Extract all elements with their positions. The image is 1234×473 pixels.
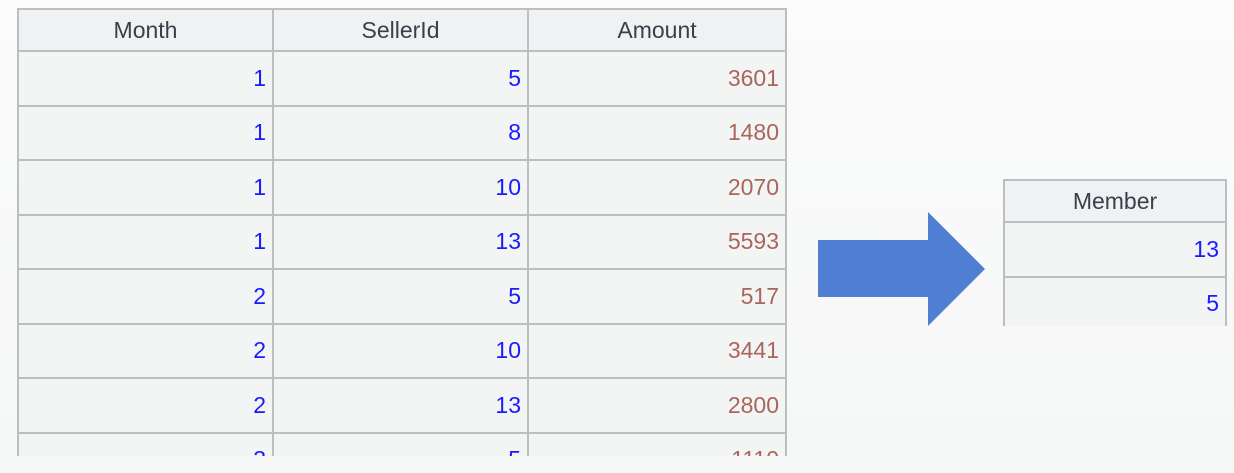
cell-month[interactable]: 2 (17, 377, 274, 434)
cell-sellerid[interactable]: 5 (272, 268, 529, 325)
table-header-row: Month SellerId Amount (17, 8, 787, 52)
cell-sellerid[interactable]: 5 (272, 431, 529, 456)
cell-month[interactable]: 2 (17, 268, 274, 325)
right-arrow-icon (818, 212, 985, 326)
table-row[interactable]: 2 5 517 (17, 268, 787, 325)
cell-sellerid[interactable]: 10 (272, 159, 529, 216)
table-header-row: Member (1003, 179, 1227, 223)
cell-member[interactable]: 13 (1003, 221, 1227, 278)
table-row[interactable]: 2 10 3441 (17, 322, 787, 379)
table-row[interactable]: 1 13 5593 (17, 213, 787, 270)
cell-amount[interactable]: 517 (527, 268, 787, 325)
cell-sellerid[interactable]: 10 (272, 322, 529, 379)
cell-month[interactable]: 3 (17, 431, 274, 456)
cell-month[interactable]: 1 (17, 50, 274, 107)
cell-amount[interactable]: 2800 (527, 377, 787, 434)
column-header-amount[interactable]: Amount (527, 8, 787, 52)
cell-amount[interactable]: 3441 (527, 322, 787, 379)
column-header-sellerid[interactable]: SellerId (272, 8, 529, 52)
cell-sellerid[interactable]: 5 (272, 50, 529, 107)
cell-sellerid[interactable]: 13 (272, 377, 529, 434)
table-row[interactable]: 1 5 3601 (17, 50, 787, 107)
cell-member[interactable]: 5 (1003, 275, 1227, 326)
column-header-month[interactable]: Month (17, 8, 274, 52)
table-row[interactable]: 1 8 1480 (17, 104, 787, 161)
bottom-fade (0, 456, 1234, 473)
cell-month[interactable]: 2 (17, 322, 274, 379)
result-table: Member 13 5 (1003, 179, 1227, 326)
cell-amount[interactable]: 2070 (527, 159, 787, 216)
cell-sellerid[interactable]: 8 (272, 104, 529, 161)
table-row[interactable]: 1 10 2070 (17, 159, 787, 216)
cell-sellerid[interactable]: 13 (272, 213, 529, 270)
column-header-member[interactable]: Member (1003, 179, 1227, 223)
table-row[interactable]: 13 (1003, 221, 1227, 278)
cell-month[interactable]: 1 (17, 159, 274, 216)
table-row[interactable]: 5 (1003, 275, 1227, 326)
table-row[interactable]: 351110 (17, 431, 787, 456)
cell-month[interactable]: 1 (17, 213, 274, 270)
arrow-shape (818, 212, 985, 326)
cell-month[interactable]: 1 (17, 104, 274, 161)
cell-amount[interactable]: 1110 (527, 431, 787, 456)
source-table: Month SellerId Amount 1 5 3601 1 8 1480 1 10 2070 1… (17, 8, 787, 456)
cell-amount[interactable]: 5593 (527, 213, 787, 270)
table-row[interactable]: 2 13 2800 (17, 377, 787, 434)
source-table-viewport: Month SellerId Amount 1 5 3601 1 8 1480 1 10 2070 1… (17, 8, 787, 456)
cell-amount[interactable]: 3601 (527, 50, 787, 107)
cell-amount[interactable]: 1480 (527, 104, 787, 161)
result-table-viewport: Member 13 5 (1003, 179, 1227, 326)
